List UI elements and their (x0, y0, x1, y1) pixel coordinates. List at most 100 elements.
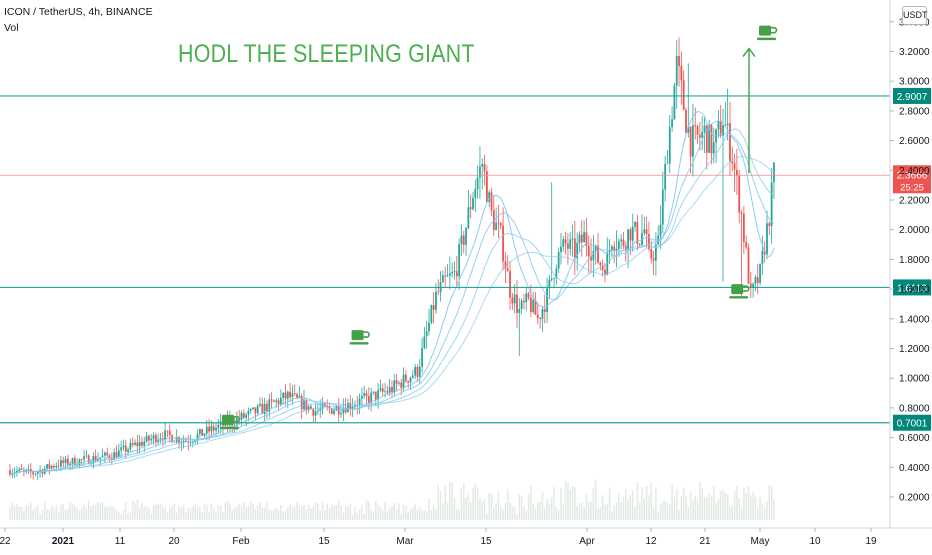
candle-body (377, 390, 379, 400)
volume-bar (599, 507, 602, 520)
candle-body (291, 393, 294, 398)
candle-body (384, 391, 386, 392)
volume-bar (564, 480, 567, 520)
candle-body (13, 472, 16, 474)
volume-bar (416, 509, 419, 520)
x-tick-label: May (751, 536, 770, 547)
candle-body (143, 441, 146, 446)
volume-bar (743, 487, 745, 520)
candle-body (599, 262, 602, 266)
volume-bar (67, 508, 69, 520)
candle-body (622, 239, 625, 246)
volume-bar (377, 504, 379, 520)
cup-saucer (757, 37, 777, 41)
volume-bar (518, 493, 521, 520)
candle-body (546, 288, 548, 313)
candle-body (733, 163, 736, 170)
candle-body (573, 238, 576, 259)
candle-body (398, 382, 400, 384)
volume-bar (451, 482, 453, 520)
candle-body (363, 393, 366, 397)
volume-bar (379, 506, 382, 520)
y-tick-label: 1.0000 (899, 374, 930, 385)
candle-body (608, 249, 611, 253)
volume-bar (553, 487, 555, 520)
candle-body (50, 465, 53, 469)
level-label: 2.9007 (897, 92, 928, 103)
volume-bar (391, 506, 393, 520)
candle-body (166, 430, 169, 432)
candle-body (263, 403, 266, 414)
volume-bar (161, 505, 164, 520)
volume-bar (497, 491, 500, 520)
volume-bar (307, 504, 310, 520)
candle-body (73, 458, 76, 466)
volume-bar (740, 508, 743, 520)
candle-body (724, 125, 727, 127)
coffee-markers[interactable] (219, 25, 778, 430)
candle-body (687, 126, 690, 133)
candle-body (460, 235, 463, 245)
candle-body (409, 377, 412, 383)
volume-bar (277, 509, 280, 520)
volume-bar (733, 490, 736, 520)
candle-body (115, 452, 118, 458)
volume-bar (384, 501, 386, 520)
volume-bar (712, 486, 715, 520)
volume-bar (537, 502, 539, 520)
currency-button[interactable]: USDT (902, 6, 928, 25)
volume-bar (252, 503, 254, 520)
moving-average-line (9, 155, 775, 476)
volume-bar (761, 503, 764, 520)
candle-body (252, 407, 254, 409)
volume-bar (569, 490, 572, 520)
candle-body (365, 393, 368, 397)
projection-arrow[interactable] (742, 47, 756, 174)
candle-body (451, 272, 454, 274)
volume-bar (92, 505, 95, 520)
candle-body (316, 410, 319, 412)
candle-body (585, 232, 588, 246)
volume-bar (259, 501, 261, 520)
candle-body (680, 66, 683, 81)
volume-bar (41, 510, 44, 520)
volume-bar (256, 505, 259, 520)
volume-bar (189, 507, 192, 520)
annotation-text[interactable]: HODL THE SLEEPING GIANT (178, 40, 475, 68)
candle-body (747, 247, 750, 284)
coffee-cup-icon[interactable] (219, 414, 241, 430)
coffee-cup-icon[interactable] (349, 330, 370, 345)
candle-body (578, 234, 581, 243)
volume-bar (196, 505, 199, 520)
y-tick-label: 1.2000 (899, 344, 930, 355)
volume-bar (659, 504, 662, 520)
candle-body (631, 226, 634, 241)
volume-bar (127, 513, 129, 520)
candle-body (208, 426, 210, 432)
volume-label: Vol (4, 22, 19, 34)
volume-bar (101, 502, 104, 520)
volume-bar (145, 506, 148, 520)
volume-bar (601, 495, 604, 520)
volume-bar (372, 512, 375, 520)
candle-body (342, 407, 345, 414)
candle-body (768, 223, 771, 227)
candle-body (203, 433, 206, 436)
candle-body (196, 433, 199, 441)
candle-body (458, 244, 461, 277)
candle-body (64, 458, 67, 464)
volume-bar (187, 508, 190, 520)
candle-body (104, 452, 106, 456)
candle-body (495, 222, 498, 231)
candle-body (259, 403, 261, 406)
coffee-cup-icon[interactable] (757, 25, 778, 41)
candle-body (749, 283, 752, 288)
x-tick-label: 10 (809, 536, 821, 547)
volume-bar (122, 509, 125, 520)
volume-bar (692, 500, 694, 520)
coffee-cup-icon[interactable] (729, 284, 750, 299)
